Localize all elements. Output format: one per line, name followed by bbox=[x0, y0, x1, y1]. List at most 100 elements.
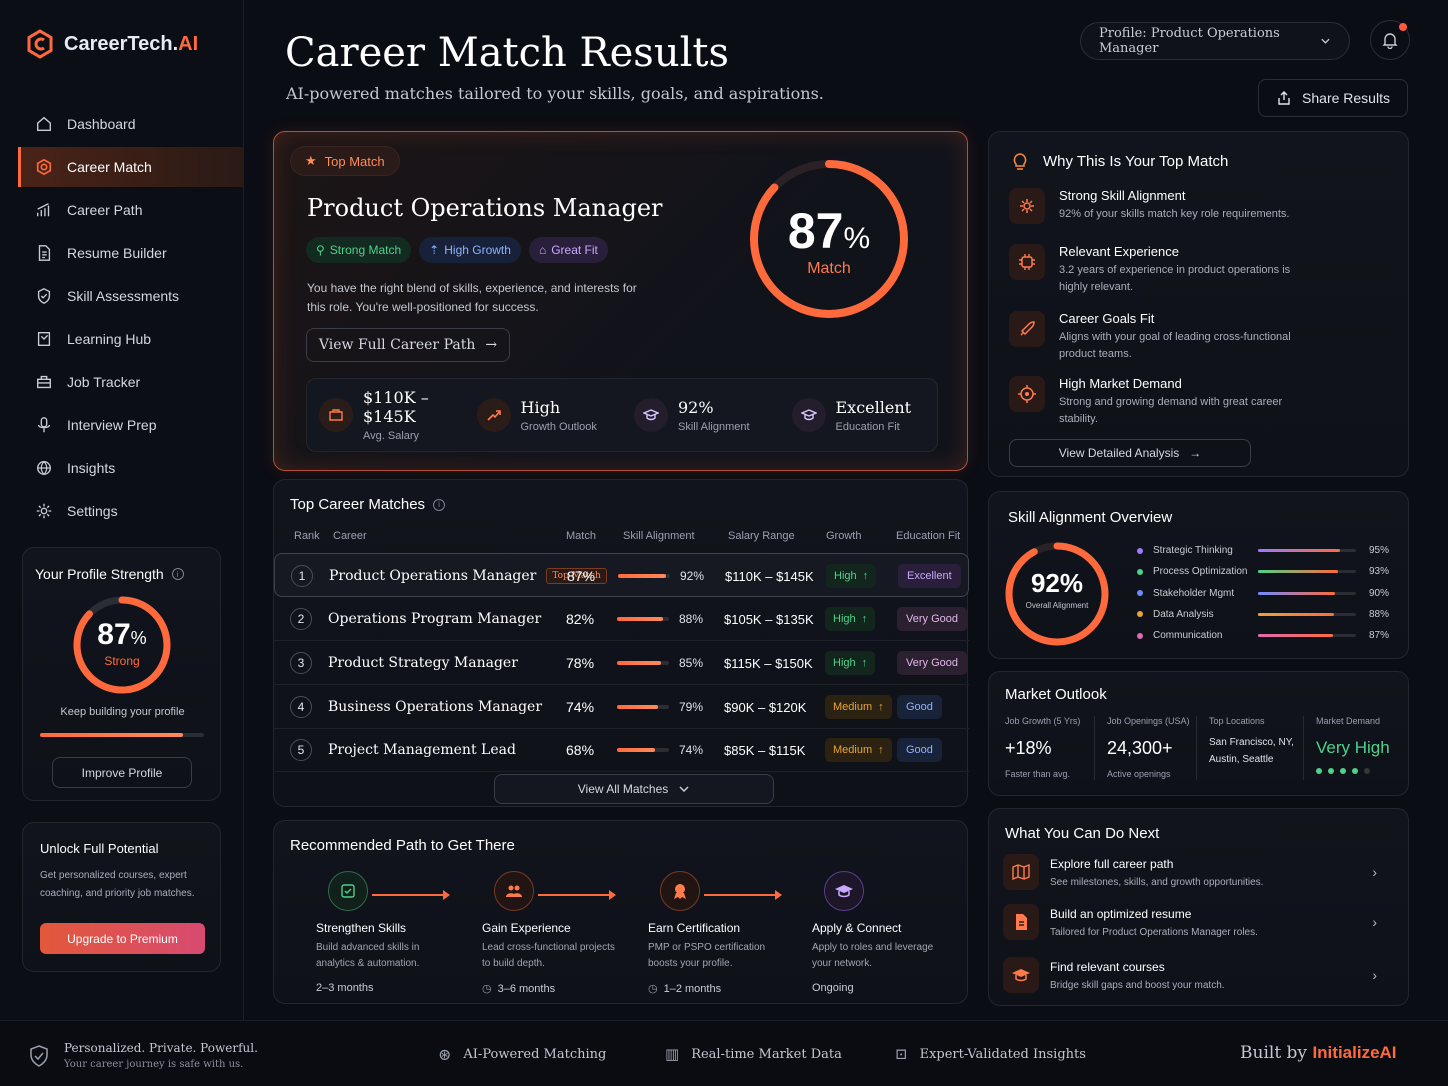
growth-badge: High ↑ bbox=[825, 651, 876, 675]
graduation-icon: ⌂ bbox=[538, 243, 547, 257]
strength-label: Strong bbox=[104, 654, 140, 668]
skill-bar bbox=[1258, 591, 1356, 595]
arrow-up-icon: ↑ bbox=[861, 657, 868, 669]
bar-chart-icon: ▥ bbox=[665, 1045, 680, 1063]
nav-item-learning-hub[interactable]: Learning Hub bbox=[18, 319, 244, 359]
nav-item-career-path[interactable]: Career Path bbox=[18, 190, 244, 230]
nav-label: Job Tracker bbox=[67, 374, 141, 390]
nav-label: Dashboard bbox=[67, 116, 136, 132]
skill-name: Data Analysis bbox=[1153, 608, 1214, 620]
why-item-experience: Relevant Experience 3.2 years of experien… bbox=[1009, 244, 1309, 296]
notification-button[interactable] bbox=[1370, 20, 1410, 60]
brand-logo[interactable]: CareerTech.AI bbox=[24, 28, 198, 60]
clock-icon: ◷ bbox=[648, 983, 658, 995]
view-all-label: View All Matches bbox=[577, 782, 669, 796]
stat-label: Skill Alignment bbox=[678, 420, 750, 433]
shield-check-icon bbox=[37, 288, 51, 304]
next-item-title: Explore full career path bbox=[1050, 856, 1174, 871]
why-item-demand: High Market Demand Strong and growing dem… bbox=[1009, 376, 1309, 428]
growth-icon: ⇡ bbox=[429, 243, 440, 257]
certificate-icon bbox=[674, 884, 686, 899]
growth-label: Medium bbox=[833, 744, 873, 756]
footer-tagline: Personalized. Private. Powerful. bbox=[64, 1041, 258, 1055]
brain-icon bbox=[1020, 199, 1034, 213]
career-name: Project Management Lead bbox=[328, 742, 516, 758]
view-career-path-button[interactable]: View Full Career Path → bbox=[306, 328, 510, 362]
view-detailed-analysis-button[interactable]: View Detailed Analysis → bbox=[1009, 439, 1251, 467]
share-label: Share Results bbox=[1302, 90, 1390, 106]
recommended-path-card: Recommended Path to Get There Strengthen… bbox=[273, 820, 968, 1004]
table-row[interactable]: 2 Operations Program Manager 82% 88% $105K –… bbox=[274, 597, 969, 641]
table-row[interactable]: 3 Product Strategy Manager 78% 85% $115K – $… bbox=[274, 641, 969, 685]
market-job-growth: Job Growth (5 Yrs) +18% Faster than avg. bbox=[1005, 716, 1080, 779]
next-item-resume[interactable]: Build an optimized resume Tailored for Pr… bbox=[1003, 900, 1397, 944]
stat-salary: $110K – $145K Avg. Salary bbox=[307, 388, 465, 442]
market-sub: Faster than avg. bbox=[1005, 769, 1071, 779]
info-icon[interactable]: i bbox=[433, 498, 446, 511]
step-title: Apply & Connect bbox=[812, 921, 902, 935]
share-results-button[interactable]: Share Results bbox=[1258, 79, 1408, 117]
nav-item-interview-prep[interactable]: Interview Prep bbox=[18, 405, 244, 445]
view-all-matches-button[interactable]: View All Matches bbox=[494, 774, 774, 804]
upgrade-premium-button[interactable]: Upgrade to Premium bbox=[40, 923, 205, 954]
info-icon[interactable]: i bbox=[171, 568, 184, 580]
unlock-desc: Get personalized courses, expert coachin… bbox=[40, 870, 195, 899]
arrow-up-icon: ↑ bbox=[878, 744, 884, 756]
why-item-title: Strong Skill Alignment bbox=[1059, 188, 1186, 203]
path-step-2: Gain Experience Lead cross-functional pr… bbox=[482, 871, 632, 995]
footer-feature-label: Expert-Validated Insights bbox=[919, 1046, 1086, 1062]
footer-feature-ai: ⊛ AI-Powered Matching bbox=[438, 1045, 606, 1064]
nav-item-insights[interactable]: Insights bbox=[18, 448, 244, 488]
next-item-career-path[interactable]: Explore full career path See milestones, … bbox=[1003, 850, 1397, 894]
profile-select[interactable]: Profile: Product Operations Manager bbox=[1080, 22, 1350, 60]
why-top-match-card: Why This Is Your Top Match Strong Skill … bbox=[988, 131, 1409, 477]
header-skill: Skill Alignment bbox=[623, 530, 695, 542]
arrow-up-icon: ↑ bbox=[878, 701, 884, 713]
demand-dot bbox=[1364, 768, 1370, 774]
skill-bar bbox=[1258, 612, 1356, 616]
growth-badge: High ↑ bbox=[825, 607, 876, 631]
unlock-card: Unlock Full Potential Get personalized c… bbox=[22, 822, 221, 972]
divider bbox=[1094, 716, 1095, 780]
top-match-card: ★ Top Match Product Operations Manager ⚲… bbox=[273, 131, 968, 471]
tag-strong-match: ⚲ Strong Match bbox=[306, 237, 412, 263]
education-badge: Good bbox=[897, 695, 942, 719]
globe-icon bbox=[37, 461, 51, 476]
nav-item-job-tracker[interactable]: Job Tracker bbox=[18, 362, 244, 402]
market-top-locations: Top Locations San Francisco, NY, Austin,… bbox=[1209, 716, 1301, 768]
step-desc: Lead cross-functional projects to build … bbox=[482, 942, 615, 969]
built-by-brand[interactable]: InitializeAI bbox=[1312, 1043, 1397, 1062]
view-analysis-label: View Detailed Analysis bbox=[1058, 446, 1180, 460]
arrow-up-icon: ↑ bbox=[861, 613, 868, 625]
skill-bar bbox=[617, 617, 669, 621]
growth-badge: Medium ↑ bbox=[825, 695, 892, 719]
nav-label: Interview Prep bbox=[67, 417, 157, 433]
table-row[interactable]: 1 Product Operations Manager Top Match 87% 9… bbox=[274, 553, 969, 597]
growth-label: High bbox=[833, 613, 856, 625]
top-match-badge-label: Top Match bbox=[324, 153, 385, 169]
growth-badge: Medium ↑ bbox=[825, 738, 892, 762]
nav-item-settings[interactable]: Settings bbox=[18, 491, 244, 531]
step-duration-row: ◷ 1–2 months bbox=[648, 982, 798, 995]
improve-profile-button[interactable]: Improve Profile bbox=[52, 757, 192, 788]
share-icon bbox=[1278, 91, 1290, 105]
rank-number: 5 bbox=[290, 739, 312, 761]
nav-item-career-match[interactable]: Career Match bbox=[18, 147, 244, 187]
table-row[interactable]: 4 Business Operations Manager 74% 79% $90K –… bbox=[274, 685, 969, 729]
footer-feature-market: ▥ Real-time Market Data bbox=[665, 1045, 842, 1063]
market-outlook-card: Market Outlook Job Growth (5 Yrs) +18% F… bbox=[988, 671, 1409, 796]
graduation-cap-icon bbox=[1012, 969, 1030, 982]
nav-item-dashboard[interactable]: Dashboard bbox=[18, 104, 244, 144]
match-percent: 68% bbox=[566, 742, 595, 758]
table-row[interactable]: 5 Project Management Lead 68% 74% $85K – $11… bbox=[274, 728, 969, 772]
skill-bar bbox=[1258, 570, 1356, 574]
nav-item-resume-builder[interactable]: Resume Builder bbox=[18, 233, 244, 273]
next-item-courses[interactable]: Find relevant courses Bridge skill gaps a… bbox=[1003, 953, 1397, 997]
page-title: Career Match Results bbox=[285, 30, 729, 76]
stat-label: Avg. Salary bbox=[363, 430, 420, 442]
demand-dot bbox=[1352, 768, 1358, 774]
nav-item-skill-assessments[interactable]: Skill Assessments bbox=[18, 276, 244, 316]
stat-skill: 92% Skill Alignment bbox=[622, 398, 780, 433]
next-item-desc: Bridge skill gaps and boost your match. bbox=[1050, 979, 1225, 991]
market-head: Market Demand bbox=[1316, 716, 1381, 726]
